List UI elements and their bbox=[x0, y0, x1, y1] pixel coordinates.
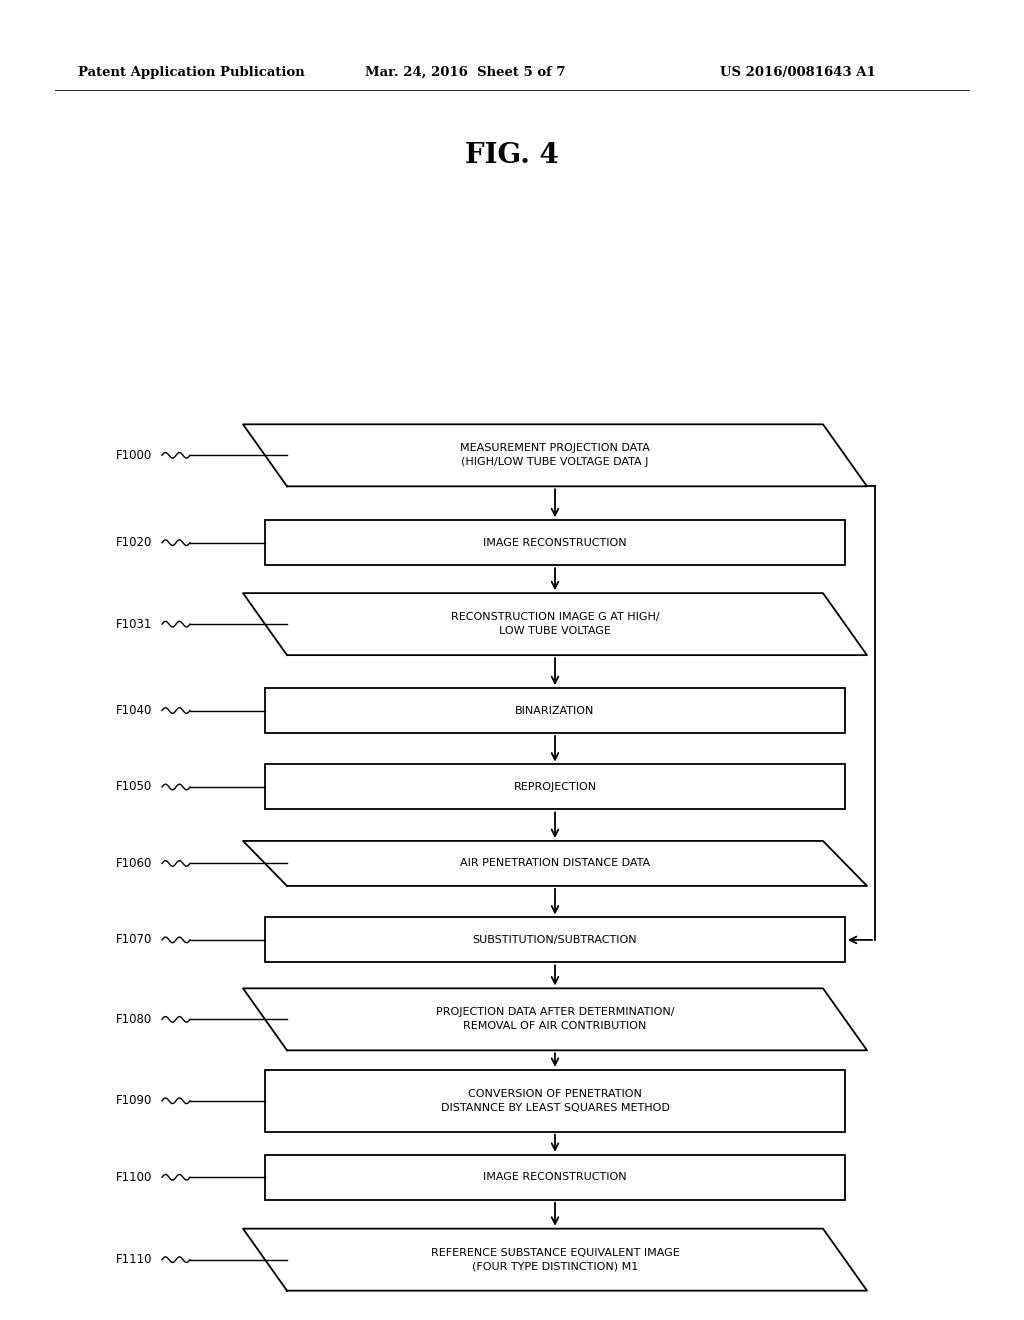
Text: F1031: F1031 bbox=[116, 618, 152, 631]
Bar bbox=[265, 764, 845, 809]
Text: FIG. 4: FIG. 4 bbox=[465, 141, 559, 169]
Text: PROJECTION DATA AFTER DETERMINATION/
REMOVAL OF AIR CONTRIBUTION: PROJECTION DATA AFTER DETERMINATION/ REM… bbox=[436, 1007, 674, 1031]
Text: F1090: F1090 bbox=[116, 1094, 152, 1107]
Text: US 2016/0081643 A1: US 2016/0081643 A1 bbox=[720, 66, 876, 78]
Text: F1070: F1070 bbox=[116, 933, 152, 946]
Text: Mar. 24, 2016  Sheet 5 of 7: Mar. 24, 2016 Sheet 5 of 7 bbox=[365, 66, 565, 78]
Text: Patent Application Publication: Patent Application Publication bbox=[78, 66, 305, 78]
Text: AIR PENETRATION DISTANCE DATA: AIR PENETRATION DISTANCE DATA bbox=[460, 858, 650, 869]
Text: F1080: F1080 bbox=[116, 1012, 152, 1026]
Text: F1020: F1020 bbox=[116, 536, 152, 549]
Text: F1100: F1100 bbox=[116, 1171, 152, 1184]
Text: SUBSTITUTION/SUBTRACTION: SUBSTITUTION/SUBTRACTION bbox=[473, 935, 637, 945]
Text: BINARIZATION: BINARIZATION bbox=[515, 705, 595, 715]
Text: CONVERSION OF PENETRATION
DISTANNCE BY LEAST SQUARES METHOD: CONVERSION OF PENETRATION DISTANNCE BY L… bbox=[440, 1089, 670, 1113]
Text: REPROJECTION: REPROJECTION bbox=[513, 781, 597, 792]
Text: MEASUREMENT PROJECTION DATA
(HIGH/LOW TUBE VOLTAGE DATA J: MEASUREMENT PROJECTION DATA (HIGH/LOW TU… bbox=[460, 444, 650, 467]
Text: F1060: F1060 bbox=[116, 857, 152, 870]
Bar bbox=[265, 688, 845, 733]
Text: F1110: F1110 bbox=[116, 1253, 152, 1266]
Text: REFERENCE SUBSTANCE EQUIVALENT IMAGE
(FOUR TYPE DISTINCTION) M1: REFERENCE SUBSTANCE EQUIVALENT IMAGE (FO… bbox=[431, 1247, 679, 1271]
Bar bbox=[265, 520, 845, 565]
Text: RECONSTRUCTION IMAGE G AT HIGH/
LOW TUBE VOLTAGE: RECONSTRUCTION IMAGE G AT HIGH/ LOW TUBE… bbox=[451, 612, 659, 636]
Text: F1000: F1000 bbox=[116, 449, 152, 462]
Text: IMAGE RECONSTRUCTION: IMAGE RECONSTRUCTION bbox=[483, 1172, 627, 1183]
Text: F1050: F1050 bbox=[116, 780, 152, 793]
Text: IMAGE RECONSTRUCTION: IMAGE RECONSTRUCTION bbox=[483, 537, 627, 548]
Bar bbox=[265, 917, 845, 962]
Text: F1040: F1040 bbox=[116, 704, 152, 717]
Bar bbox=[265, 1069, 845, 1131]
Bar bbox=[265, 1155, 845, 1200]
